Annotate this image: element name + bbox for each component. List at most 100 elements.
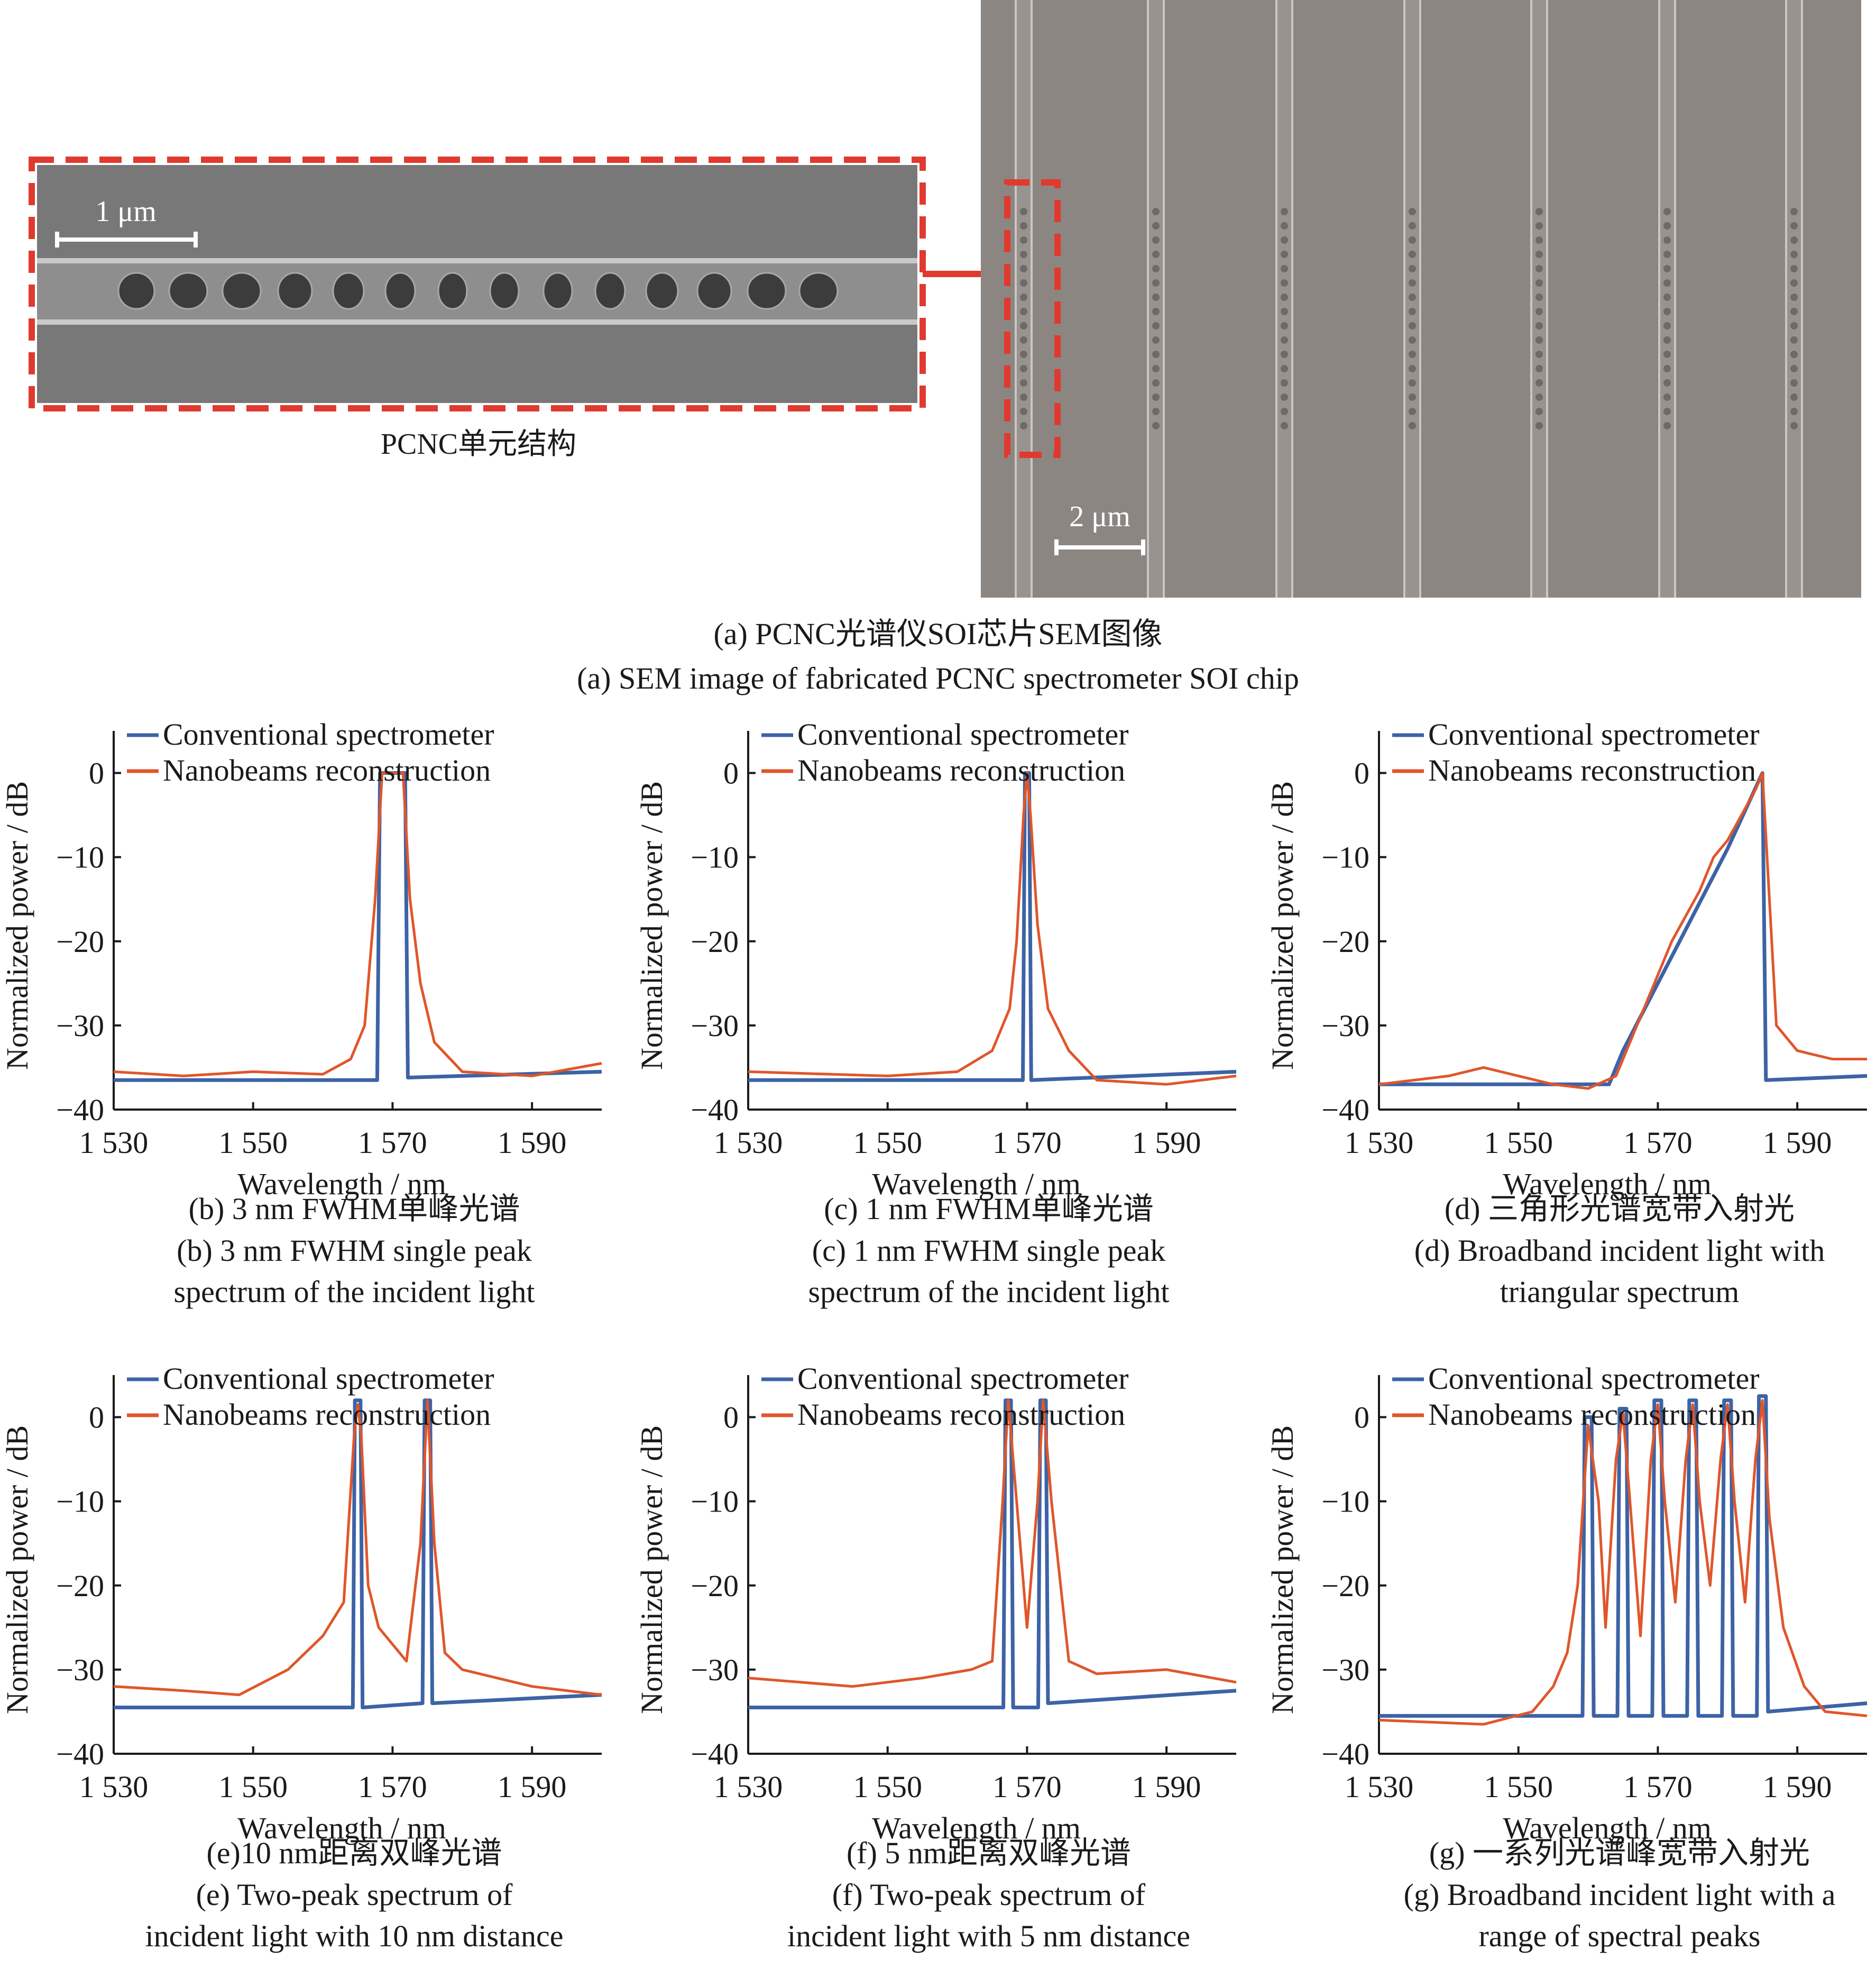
- x-tick-label: 1 570: [358, 1125, 427, 1160]
- x-tick-label: 1 550: [1484, 1125, 1553, 1160]
- y-tick-label: −40: [1321, 1737, 1369, 1771]
- caption-b-1: (b) 3 nm FWHM单峰光谱: [189, 1192, 520, 1226]
- x-tick-label: 1 570: [1623, 1770, 1693, 1804]
- legend-nanobeams-label: Nanobeams reconstruction: [797, 1397, 1125, 1432]
- y-tick-label: −20: [56, 924, 104, 959]
- y-tick-label: −10: [1321, 1485, 1369, 1519]
- y-tick-label: 0: [1354, 756, 1369, 791]
- nanobeam-hole: [384, 272, 416, 310]
- x-axis-label: Wavelength / nm: [237, 1167, 446, 1201]
- series-conventional: [748, 1398, 1237, 1709]
- y-tick-label: −40: [56, 1093, 104, 1127]
- y-tick-label: −10: [1321, 840, 1369, 875]
- series-conventional: [1379, 771, 1868, 1086]
- nanobeam-hole: [696, 272, 732, 310]
- nanobeam-hole: [277, 272, 313, 310]
- y-tick-label: −30: [56, 1653, 104, 1687]
- nanobeam-holes: [117, 272, 839, 310]
- y-tick-label: −10: [691, 840, 739, 875]
- y-tick-label: −10: [56, 1485, 104, 1519]
- caption-e-3: incident light with 10 nm distance: [145, 1919, 564, 1953]
- nanobeam-hole: [489, 272, 520, 310]
- series-conventional: [114, 1398, 602, 1709]
- series-nanobeams: [113, 1399, 602, 1697]
- x-tick-label: 1 550: [1484, 1770, 1553, 1804]
- sem-inset: 1 μm: [29, 157, 926, 411]
- x-tick-label: 1 570: [992, 1770, 1062, 1804]
- caption-g-3: range of spectral peaks: [1478, 1919, 1760, 1953]
- x-tick-label: 1 590: [1132, 1125, 1201, 1160]
- y-tick-label: −30: [1321, 1653, 1369, 1687]
- caption-e-2: (e) Two-peak spectrum of: [196, 1878, 513, 1912]
- inset-frame: [29, 157, 926, 411]
- chip-waveguides: [1015, 0, 1803, 598]
- series-nanobeams: [1378, 1399, 1868, 1726]
- x-tick-label: 1 590: [498, 1125, 567, 1160]
- legend-nanobeams-label: Nanobeams reconstruction: [163, 753, 491, 787]
- caption-f-3: incident light with 5 nm distance: [787, 1919, 1190, 1953]
- legend-nanobeams-label: Nanobeams reconstruction: [797, 753, 1125, 787]
- x-tick-label: 1 570: [1623, 1125, 1693, 1160]
- nanobeam-hole: [594, 272, 626, 310]
- legend-conventional-label: Conventional spectrometer: [163, 1361, 494, 1396]
- y-tick-label: −20: [1321, 924, 1369, 959]
- y-tick-label: −10: [691, 1485, 739, 1519]
- x-tick-label: 1 550: [853, 1125, 922, 1160]
- y-axis-label: Normalized power / dB: [634, 781, 669, 1070]
- y-tick-label: −30: [56, 1009, 104, 1043]
- caption-g-2: (g) Broadband incident light with a: [1404, 1878, 1836, 1912]
- legend-conventional-label: Conventional spectrometer: [797, 717, 1129, 752]
- y-tick-label: −40: [56, 1737, 104, 1771]
- y-axis-label: Normalized power / dB: [634, 1425, 669, 1714]
- chart-e: 1 530 1 550 1 570 1 590 0 −10 −20 −30 −40 Wavelen…: [0, 1361, 602, 1953]
- legend-conventional-label: Conventional spectrometer: [1428, 1361, 1760, 1396]
- legend-nanobeams-label: Nanobeams reconstruction: [1428, 1397, 1756, 1432]
- nanobeam-hole: [437, 272, 468, 310]
- x-tick-label: 1 530: [1345, 1770, 1414, 1804]
- x-tick-label: 1 570: [992, 1125, 1062, 1160]
- y-axis-label: Normalized power / dB: [1265, 781, 1300, 1070]
- legend-nanobeams-label: Nanobeams reconstruction: [163, 1397, 491, 1432]
- nanobeam-hole: [332, 272, 365, 310]
- caption-c-3: spectrum of the incident light: [808, 1275, 1170, 1309]
- y-tick-label: −10: [56, 840, 104, 875]
- x-axis-label: Wavelength / nm: [872, 1167, 1081, 1201]
- nanobeam-hole: [542, 272, 573, 310]
- caption-a-cn: (a) PCNC光谱仪SOI芯片SEM图像: [713, 617, 1162, 651]
- nanobeam-hole: [798, 272, 839, 310]
- y-tick-label: −20: [56, 1569, 104, 1603]
- y-tick-label: 0: [723, 1400, 739, 1435]
- caption-b-3: spectrum of the incident light: [174, 1275, 535, 1309]
- x-tick-label: 1 590: [1132, 1770, 1201, 1804]
- y-tick-label: −30: [691, 1009, 739, 1043]
- caption-c-1: (c) 1 nm FWHM单峰光谱: [824, 1192, 1153, 1226]
- x-tick-label: 1 550: [218, 1770, 288, 1804]
- chip-scale-label: 2 μm: [1069, 500, 1130, 533]
- legend-nanobeams-label: Nanobeams reconstruction: [1428, 753, 1756, 787]
- caption-c-2: (c) 1 nm FWHM single peak: [812, 1233, 1165, 1268]
- unit-structure-label: PCNC单元结构: [381, 428, 576, 461]
- y-axis-label: Normalized power / dB: [0, 1425, 34, 1714]
- inset-scale-label: 1 μm: [95, 195, 157, 228]
- nanobeam-hole: [168, 272, 208, 310]
- caption-f-2: (f) Two-peak spectrum of: [832, 1878, 1146, 1912]
- nanobeam-hole: [117, 272, 155, 310]
- sem-chip: 2 μm: [981, 0, 1861, 598]
- caption-d-3: triangular spectrum: [1500, 1275, 1740, 1309]
- y-tick-label: 0: [89, 756, 104, 791]
- x-tick-label: 1 550: [218, 1125, 288, 1160]
- x-axis-label: Wavelength / nm: [1503, 1811, 1712, 1845]
- y-tick-label: −40: [691, 1737, 739, 1771]
- x-tick-label: 1 530: [79, 1770, 149, 1804]
- y-tick-label: −20: [691, 1569, 739, 1603]
- x-tick-label: 1 590: [1763, 1125, 1832, 1160]
- y-axis-label: Normalized power / dB: [0, 781, 34, 1070]
- x-tick-label: 1 590: [1763, 1770, 1832, 1804]
- chart-d: 1 530 1 550 1 570 1 590 0 −10 −20 −30 −40 Wavelen…: [1265, 717, 1868, 1309]
- y-tick-label: 0: [1354, 1400, 1369, 1435]
- caption-a-en: (a) SEM image of fabricated PCNC spectro…: [577, 661, 1299, 695]
- caption-b-2: (b) 3 nm FWHM single peak: [177, 1233, 532, 1268]
- chart-f: 1 530 1 550 1 570 1 590 0 −10 −20 −30 −40 Wavelen…: [634, 1361, 1237, 1953]
- chip-highlight-frame: [1004, 179, 1061, 458]
